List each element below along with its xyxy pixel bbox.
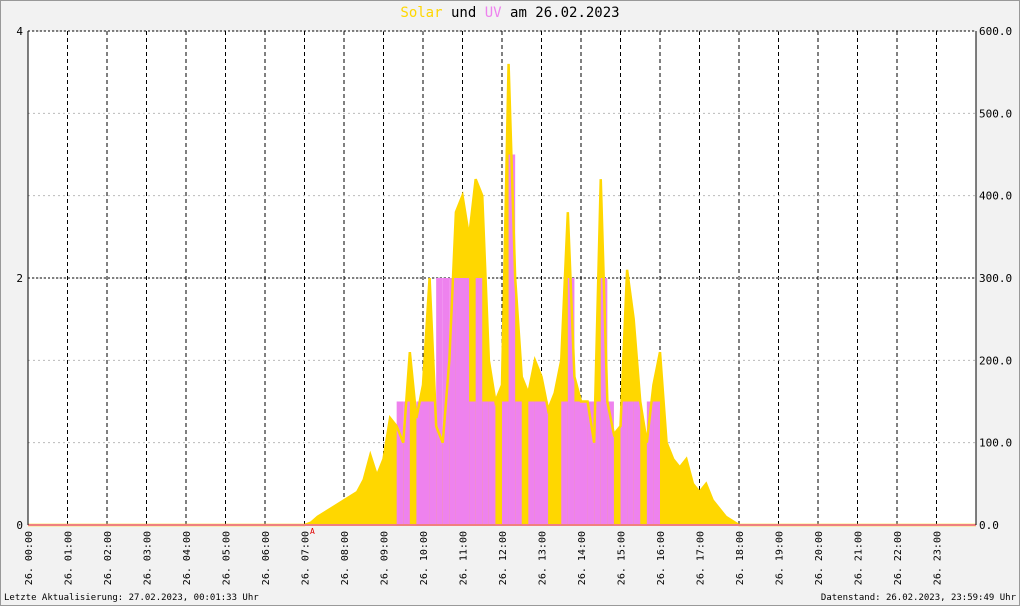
uv-bar bbox=[627, 401, 634, 525]
x-tick-label: 26. 18:00 bbox=[735, 531, 746, 585]
x-tick-label: 26. 09:00 bbox=[380, 531, 391, 585]
x-tick-label: 26. 15:00 bbox=[617, 531, 628, 585]
x-tick-label: 26. 05:00 bbox=[222, 531, 233, 585]
x-tick-label: 26. 07:00 bbox=[301, 531, 312, 585]
x-tick-label: 26. 13:00 bbox=[538, 531, 549, 585]
x-tick-label: 26. 19:00 bbox=[775, 531, 786, 585]
uv-bar bbox=[423, 401, 430, 525]
uv-bar bbox=[581, 401, 588, 525]
uv-bar bbox=[396, 401, 404, 525]
x-tick-label: 26. 08:00 bbox=[340, 531, 351, 585]
x-tick-label: 26. 10:00 bbox=[419, 531, 430, 585]
footer-left: Letzte Aktualisierung: 27.02.2023, 00:01… bbox=[4, 593, 259, 603]
x-tick-label: 26. 17:00 bbox=[696, 531, 707, 585]
uv-bar bbox=[475, 278, 483, 525]
y-tick-label: 0 bbox=[16, 519, 23, 532]
title-word: und bbox=[451, 5, 476, 21]
title-word: am 26.02.2023 bbox=[510, 5, 620, 21]
uv-bar bbox=[449, 278, 456, 525]
uv-bar bbox=[594, 401, 601, 525]
uv-bar bbox=[416, 401, 423, 525]
solar-line bbox=[28, 63, 976, 527]
x-tick-label: 26. 20:00 bbox=[814, 531, 825, 585]
title-solar: Solar bbox=[400, 5, 442, 21]
x-tick-label: 26. 12:00 bbox=[498, 531, 509, 585]
annotation: A bbox=[310, 527, 315, 536]
uv-bar bbox=[600, 278, 608, 525]
uv-bar bbox=[574, 401, 581, 525]
y2-tick-label: 500.0 bbox=[979, 107, 1012, 120]
uv-bar bbox=[528, 401, 535, 525]
uv-bar bbox=[502, 401, 509, 525]
uv-bar bbox=[469, 401, 476, 525]
uv-bar bbox=[653, 401, 660, 525]
y-tick-label: 2 bbox=[16, 272, 23, 285]
uv-bar bbox=[561, 401, 568, 525]
uv-bar bbox=[403, 401, 410, 525]
uv-bar bbox=[462, 278, 470, 525]
y2-tick-label: 300.0 bbox=[979, 272, 1012, 285]
x-tick-label: 26. 02:00 bbox=[103, 531, 114, 585]
y2-tick-label: 600.0 bbox=[979, 25, 1012, 38]
x-tick-label: 26. 04:00 bbox=[182, 531, 193, 585]
y-tick-label: 4 bbox=[16, 25, 23, 38]
uv-bar bbox=[607, 401, 614, 525]
x-tick-label: 26. 01:00 bbox=[64, 531, 75, 585]
x-tick-label: 26. 16:00 bbox=[656, 531, 667, 585]
uv-bar bbox=[436, 278, 443, 525]
chart-title: Solar und UV am 26.02.2023 bbox=[400, 5, 619, 21]
x-tick-label: 26. 21:00 bbox=[854, 531, 865, 585]
y2-tick-label: 100.0 bbox=[979, 437, 1012, 450]
uv-bar bbox=[620, 401, 628, 525]
uv-bar bbox=[482, 401, 489, 525]
uv-bar bbox=[488, 401, 496, 525]
x-tick-label: 26. 22:00 bbox=[893, 531, 904, 585]
uv-bar bbox=[508, 154, 516, 525]
x-tick-label: 26. 23:00 bbox=[933, 531, 944, 585]
uv-bar bbox=[455, 278, 463, 525]
uv-bar bbox=[429, 401, 437, 525]
footer-right: Datenstand: 26.02.2023, 23:59:49 Uhr bbox=[821, 593, 1017, 603]
uv-bar bbox=[587, 401, 595, 525]
uv-bar bbox=[567, 278, 575, 525]
title-uv: UV bbox=[485, 5, 502, 21]
x-tick-label: 26. 00:00 bbox=[24, 531, 35, 585]
uv-bar bbox=[541, 401, 549, 525]
y2-tick-label: 200.0 bbox=[979, 354, 1012, 367]
y2-tick-label: 0.0 bbox=[979, 519, 999, 532]
uv-bar bbox=[646, 401, 654, 525]
uv-bar bbox=[515, 401, 522, 525]
x-tick-label: 26. 06:00 bbox=[261, 531, 272, 585]
x-tick-label: 26. 11:00 bbox=[459, 531, 470, 585]
uv-bar bbox=[633, 401, 641, 525]
x-tick-label: 26. 14:00 bbox=[577, 531, 588, 585]
uv-bar bbox=[534, 401, 542, 525]
y2-tick-label: 400.0 bbox=[979, 190, 1012, 203]
x-tick-label: 26. 03:00 bbox=[143, 531, 154, 585]
